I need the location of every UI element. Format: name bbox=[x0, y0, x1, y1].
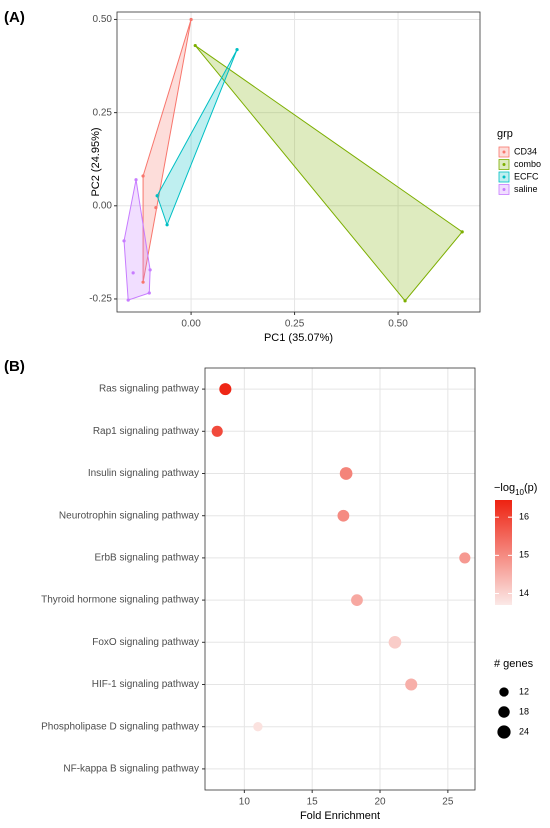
y-tick-label: 0.50 bbox=[93, 14, 113, 25]
point bbox=[126, 298, 130, 302]
legend-title: −log10(p) bbox=[494, 482, 537, 497]
legend-dot bbox=[502, 188, 506, 191]
point bbox=[134, 178, 138, 182]
size-key bbox=[498, 706, 510, 718]
colorbar-label: 16 bbox=[519, 512, 529, 522]
dot bbox=[339, 467, 353, 480]
dot bbox=[459, 552, 471, 564]
x-tick-label: 0.25 bbox=[285, 319, 305, 330]
point bbox=[155, 194, 159, 198]
y-tick-label: Thyroid hormone signaling pathway bbox=[41, 595, 199, 606]
size-label: 18 bbox=[519, 706, 529, 716]
dot bbox=[388, 635, 402, 649]
plot-background bbox=[117, 12, 480, 312]
point bbox=[131, 271, 135, 275]
y-tick-label: Rap1 signaling pathway bbox=[93, 426, 199, 437]
point bbox=[460, 230, 464, 234]
y-tick-label: Neurotrophin signaling pathway bbox=[59, 510, 199, 521]
x-tick-label: 10 bbox=[239, 797, 251, 808]
plot-border bbox=[204, 367, 476, 791]
point bbox=[235, 48, 239, 52]
plot-border bbox=[116, 11, 481, 313]
point bbox=[154, 206, 158, 210]
hull bbox=[142, 19, 192, 283]
y-tick-label: Insulin signaling pathway bbox=[88, 468, 199, 479]
colorbar-label: 14 bbox=[519, 588, 529, 598]
hull bbox=[123, 179, 151, 301]
size-label: 24 bbox=[519, 726, 529, 736]
legend-dot bbox=[502, 175, 506, 179]
legend-title-part: −log bbox=[494, 482, 515, 494]
legend-title-part: (p) bbox=[524, 482, 537, 494]
hull bbox=[156, 49, 238, 227]
x-tick-label: 25 bbox=[442, 797, 454, 808]
panel-label: (A) bbox=[4, 9, 25, 26]
dot bbox=[219, 383, 232, 396]
point bbox=[147, 291, 151, 295]
dot bbox=[337, 509, 350, 522]
colorbar-label: 15 bbox=[519, 550, 529, 560]
legend-dot bbox=[502, 150, 506, 154]
point bbox=[189, 17, 193, 22]
legend-dot bbox=[502, 163, 506, 166]
y-axis-title: PC2 (24.95%) bbox=[90, 127, 102, 196]
x-tick-label: 15 bbox=[307, 797, 319, 808]
x-tick-label: 20 bbox=[374, 797, 386, 808]
point bbox=[122, 239, 126, 243]
y-tick-label: Ras signaling pathway bbox=[99, 384, 199, 395]
y-tick-label: Phospholipase D signaling pathway bbox=[41, 721, 199, 732]
x-tick-label: 0.50 bbox=[388, 319, 408, 330]
y-tick-label: -0.25 bbox=[89, 294, 112, 305]
colorbar bbox=[495, 500, 512, 605]
y-tick-label: HIF-1 signaling pathway bbox=[92, 679, 199, 690]
point bbox=[165, 223, 169, 227]
dot bbox=[351, 594, 363, 606]
x-axis-title: PC1 (35.07%) bbox=[264, 332, 333, 344]
legend-label: saline bbox=[514, 184, 538, 194]
legend-title: grp bbox=[497, 128, 513, 140]
point bbox=[403, 299, 407, 303]
size-key bbox=[499, 687, 509, 697]
x-tick-label: 0.00 bbox=[181, 319, 201, 330]
point bbox=[148, 268, 152, 272]
dot bbox=[253, 722, 263, 732]
legend-title: # genes bbox=[494, 658, 534, 670]
panel-label: (B) bbox=[4, 358, 25, 375]
hull bbox=[194, 45, 463, 302]
x-axis-title: Fold Enrichment bbox=[300, 810, 380, 822]
legend-label: combo bbox=[514, 159, 541, 169]
legend-title-part: 10 bbox=[515, 488, 524, 497]
point bbox=[141, 280, 145, 284]
y-tick-label: FoxO signaling pathway bbox=[92, 637, 199, 648]
point bbox=[141, 174, 145, 178]
y-tick-label: 0.00 bbox=[93, 200, 113, 211]
legend-label: ECFC bbox=[514, 171, 539, 181]
point bbox=[193, 43, 197, 48]
dot bbox=[211, 425, 223, 437]
size-key bbox=[497, 725, 511, 739]
size-label: 12 bbox=[519, 686, 529, 696]
y-tick-label: NF-kappa B signaling pathway bbox=[63, 764, 199, 775]
y-tick-label: ErbB signaling pathway bbox=[94, 553, 199, 564]
y-tick-label: 0.25 bbox=[93, 107, 113, 118]
dot bbox=[405, 678, 418, 691]
legend-label: CD34 bbox=[514, 146, 537, 156]
